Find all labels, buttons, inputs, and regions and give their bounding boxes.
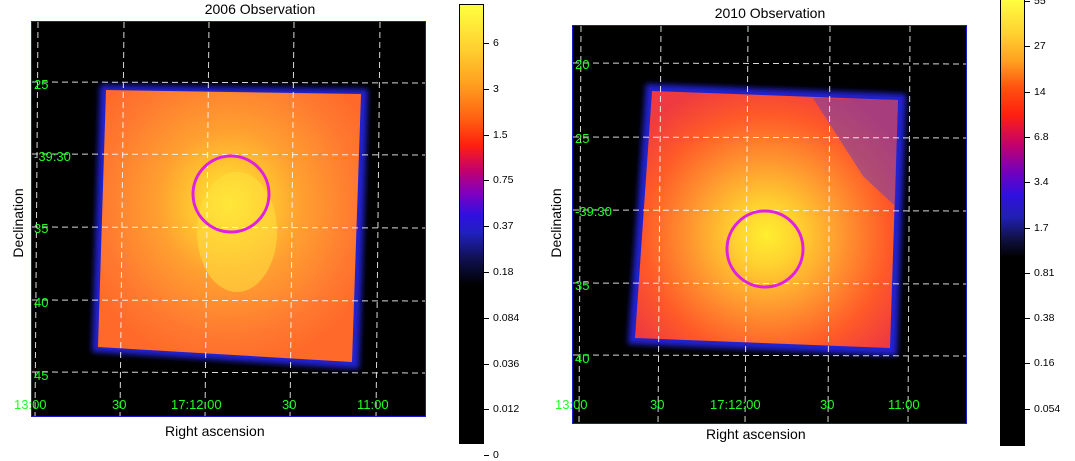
panel1-grid xyxy=(32,22,425,416)
panel1-colorbar-label: 6 xyxy=(493,37,499,49)
panel1-colorbar-label: 1.5 xyxy=(493,128,508,141)
panel2-ra-tick-3: 17:12:00 xyxy=(710,397,761,412)
panel2-dec-tick-1: 20 xyxy=(575,57,590,72)
panel2-colorbar-label: 3.4 xyxy=(1034,176,1049,189)
panel2-colorbar-label: 14 xyxy=(1034,85,1046,98)
panel1-colorbar-label: 0 xyxy=(493,449,499,461)
panel2-colorbar-tickmark xyxy=(1025,182,1030,184)
panel1-colorbar-tickmark xyxy=(484,363,489,365)
panel1-colorbar-tickmark xyxy=(484,272,489,273)
panel2-colorbar-tickmark xyxy=(1025,363,1030,365)
panel2-dec-tick-5: 40 xyxy=(575,351,590,366)
panel2-colorbar xyxy=(1000,0,1025,446)
panel1-region-circle[interactable] xyxy=(191,154,271,234)
panel2-xray-image xyxy=(573,26,966,423)
panel1-dec-tick-3: 35 xyxy=(34,221,49,236)
panel1-xlabel: Right ascension xyxy=(165,423,265,439)
panel1-image-frame[interactable] xyxy=(31,21,426,417)
panel1-title: 2006 Observation xyxy=(204,1,316,17)
panel2-ra-tick-4: 30 xyxy=(820,397,835,412)
panel1-colorbar-tickmark xyxy=(484,134,489,136)
panel1-colorbar-label: 0.37 xyxy=(493,220,514,233)
panel1-ra-tick-1: 13:00 xyxy=(14,397,47,412)
panel2-colorbar-tickmark xyxy=(1025,318,1030,320)
panel1-ra-tick-5: 11:00 xyxy=(357,397,389,412)
panel2-exposure xyxy=(628,84,906,356)
panel2-title: 2010 Observation xyxy=(714,5,826,21)
panel1-colorbar-label: 3 xyxy=(493,82,499,95)
panel1-colorbar-label: 0.18 xyxy=(493,266,514,278)
panel2-ra-tick-5: 11:00 xyxy=(888,397,920,412)
panel1-colorbar-tickmark xyxy=(484,180,489,182)
panel2-colorbar-label: 0.81 xyxy=(1034,266,1055,279)
panel1-colorbar-tickmark xyxy=(484,317,489,319)
panel1-dec-tick-5: 45 xyxy=(34,368,49,383)
panel1-colorbar-tickmark xyxy=(484,43,489,44)
panel1-colorbar-tickmark xyxy=(484,226,489,228)
panel1-colorbar-tickmark xyxy=(484,88,489,90)
panel2-dec-tick-3: -39:30 xyxy=(575,204,612,219)
panel2-colorbar-label: 1.7 xyxy=(1034,221,1049,234)
panel2-ra-tick-2: 30 xyxy=(650,397,665,412)
panel1-colorbar-label: 0.084 xyxy=(493,311,520,324)
panel1-dec-tick-4: 40 xyxy=(34,295,49,310)
panel2-colorbar-label: 27 xyxy=(1034,40,1046,53)
panel2-colorbar-label: 0.16 xyxy=(1034,357,1055,370)
panel2-colorbar-tickmark xyxy=(1025,408,1030,410)
panel1-colorbar-label: 0.012 xyxy=(493,403,520,416)
panel1-ra-tick-2: 30 xyxy=(112,397,127,412)
panel1-colorbar-tickmark xyxy=(484,409,489,411)
panel2-dec-tick-4: 35 xyxy=(575,278,590,293)
panel1-dec-tick-1: 25 xyxy=(34,77,49,92)
panel1-colorbar-label: 0.75 xyxy=(493,174,514,187)
panel2-colorbar-tickmark xyxy=(1025,227,1030,229)
panel1-ra-tick-4: 30 xyxy=(282,397,297,412)
panel2-colorbar-label: 0.38 xyxy=(1034,312,1055,325)
panel2-colorbar-tickmark xyxy=(1025,136,1030,138)
panel2-colorbar-label: 55 xyxy=(1034,0,1046,7)
panel1-colorbar-tickmark xyxy=(484,455,489,457)
panel2-region-circle[interactable] xyxy=(725,209,805,289)
panel1-colorbar xyxy=(459,4,484,444)
panel2-colorbar-tickmark xyxy=(1025,1,1030,2)
panel1-xray-image xyxy=(32,22,425,416)
panel1-dec-tick-2: -39:30 xyxy=(34,149,71,164)
panel1-colorbar-label: 0.036 xyxy=(493,357,520,370)
panel1-exposure xyxy=(92,85,368,369)
panel2-colorbar-tickmark xyxy=(1025,46,1030,48)
panel2-colorbar-tickmark xyxy=(1025,272,1030,274)
panel2-ylabel: Declination xyxy=(548,188,564,258)
panel2-dec-tick-2: 25 xyxy=(575,131,590,146)
panel2-xlabel: Right ascension xyxy=(706,426,806,442)
panel2-image-frame[interactable] xyxy=(572,25,967,424)
panel1-ra-tick-3: 17:12:00 xyxy=(171,397,222,412)
panel2-grid xyxy=(573,26,966,423)
panel2-colorbar-label: 0.054 xyxy=(1034,402,1061,415)
panel2-ra-tick-1: 13:00 xyxy=(555,397,588,412)
panel2-colorbar-label: 6.8 xyxy=(1034,130,1049,143)
panel1-ylabel: Declination xyxy=(10,188,26,258)
panel2-colorbar-tickmark xyxy=(1025,91,1030,93)
